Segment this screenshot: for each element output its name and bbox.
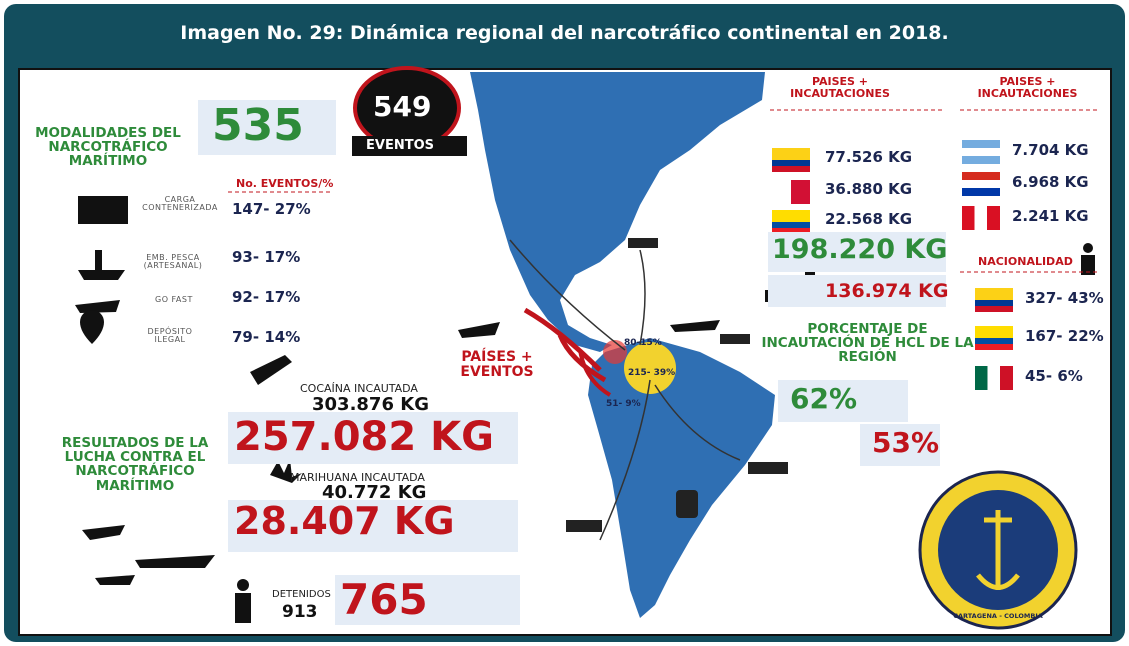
north-america [470,72,765,352]
seal-text: CARTAGENA - COLOMBIA [953,612,1043,620]
events-strip [352,136,467,156]
route-arrow [578,349,612,397]
highlight-box [768,232,946,272]
route-line [599,379,651,541]
person-icon [1083,243,1093,253]
modality-label: GO FAST [155,295,193,304]
flag-ecuador [772,210,810,234]
highlight-box [228,412,518,464]
container-icon [78,196,128,224]
nationality-value: 45- 6% [1025,367,1083,385]
marijuana-current: 28.407 KG [234,499,455,543]
helicopter-icon [82,525,125,540]
person-icon [235,593,251,623]
modality-value: 92- 17% [232,288,301,306]
ship-icon [720,334,750,344]
hcl-current: 62% [790,382,858,415]
cocaine-label: COCAÍNA INCAUTADA [300,382,418,395]
highlight-box [768,275,946,307]
south-america [588,338,775,618]
country-value: 77.526 KG [825,148,913,166]
route-line [639,249,646,346]
modalities-title: MODALIDADES DEL NARCOTRÁFICO MARÍTIMO [35,125,181,170]
modality-value: 147- 27% [232,200,311,218]
ship-icon [135,555,215,568]
gofast-icon [458,322,500,338]
person-icon [237,579,249,591]
detainees-label: DETENIDOS [272,589,331,600]
modality-label: CARGA CONTENERIZADA [142,195,218,213]
marijuana-label: MARIHUANA INCAUTADA [290,471,425,484]
events-value: 535 [212,100,304,151]
nationality-value: 327- 43% [1025,289,1104,307]
gofast-icon [75,300,120,313]
detainees-current: 765 [340,575,428,624]
country-value: 6.968 KG [1012,173,1089,191]
highlight-box [228,500,518,552]
nationality-title: NACIONALIDAD [978,255,1073,268]
route-line [654,384,741,461]
plane-icon [670,320,720,332]
boat-icon [95,575,135,585]
modality-label: DEPÓSITO ILEGAL [147,327,193,345]
results-title: RESULTADOS DE LA LUCHA CONTRA EL NARCOTR… [61,435,209,494]
modality-value: 93- 17% [232,248,301,266]
flag-colombia [772,148,810,172]
highlight-box [335,575,520,625]
country-value: 2.241 KG [1012,207,1089,225]
events-label: EVENTOS [366,138,434,153]
modalities-column: No. EVENTOS/% [236,177,334,190]
marijuana-previous: 40.772 KG [322,482,427,503]
deposit-icon [80,310,104,344]
flag-ecuador [975,326,1013,350]
hcl-title: PORCENTAJE DE INCAUTACIÓN DE HCL DE LA R… [761,321,974,366]
cargo-icon [676,490,698,518]
cocaine-previous: 303.876 KG [312,394,429,415]
fishing-icon [78,250,125,280]
cocaine-countries-total: 198.220 KG [772,234,948,265]
flag-mexico [975,366,1013,390]
country-value: 36.880 KG [825,180,913,198]
highlight-box [778,380,908,422]
map-legend: PAÍSES + EVENTOS [460,349,534,380]
page-title: Imagen No. 29: Dinámica regional del nar… [180,22,949,44]
flag-paraguay [962,172,1000,196]
cocaine-countries-compare: 136.974 KG [825,280,949,302]
route-arrow [557,334,607,383]
flag-colombia [975,288,1013,312]
map-label: 80-15% [624,338,662,348]
map-label: 51- 9% [606,399,641,409]
cocaine-countries-title: PAISES + INCAUTACIONES [790,75,890,100]
flag-panama [772,180,810,204]
modality-label: EMB. PESCA (ARTESANAL) [143,253,203,271]
highlight-box [860,424,940,466]
flag-peru [962,206,1000,230]
hcl-previous: 53% [872,426,940,459]
anchor-icon [976,510,1020,590]
nationality-value: 167- 22% [1025,327,1104,345]
map-label: 215- 39% [628,368,676,378]
country-value: 7.704 KG [1012,141,1089,159]
colombia-highlight [624,342,676,394]
ship-icon [748,462,788,474]
detainees-previous: 913 [282,602,318,622]
marijuana-icon [270,459,302,483]
events-total: 549 [373,90,432,123]
route-line [509,239,626,351]
country-value: 22.568 KG [825,210,913,228]
ship-icon [566,520,602,532]
marijuana-countries-title: PAISES + INCAUTACIONES [977,75,1078,100]
flag-argentina [962,140,1000,164]
modality-value: 79- 14% [232,328,301,346]
cocaine-current: 257.082 KG [234,414,494,460]
highlight-box [198,100,336,155]
ship-icon [628,238,658,248]
person-icon [1081,255,1095,275]
cocaine-icon [250,355,292,385]
